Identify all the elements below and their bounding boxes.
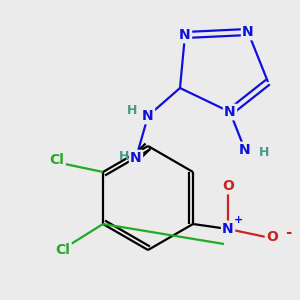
Text: N: N: [179, 28, 191, 42]
Text: Cl: Cl: [56, 243, 70, 257]
Text: N: N: [142, 109, 154, 123]
Text: -: -: [285, 224, 291, 239]
Text: O: O: [266, 230, 278, 244]
Text: +: +: [233, 215, 243, 225]
Text: H: H: [259, 146, 269, 160]
Text: N: N: [242, 25, 254, 39]
Text: N: N: [222, 222, 234, 236]
Text: N: N: [239, 143, 251, 157]
Text: O: O: [222, 179, 234, 193]
Text: N: N: [224, 105, 236, 119]
Text: H: H: [127, 103, 137, 116]
Text: Cl: Cl: [50, 153, 64, 167]
Text: N: N: [130, 151, 142, 165]
Text: H: H: [119, 151, 129, 164]
